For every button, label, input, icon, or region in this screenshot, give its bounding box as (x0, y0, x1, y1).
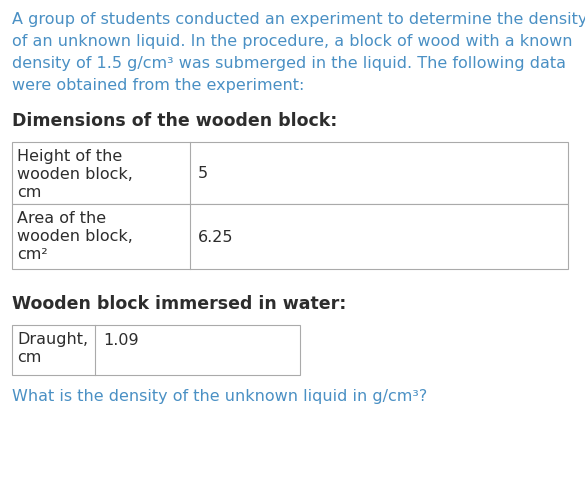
Text: Area of the: Area of the (17, 211, 106, 226)
Text: Dimensions of the wooden block:: Dimensions of the wooden block: (12, 112, 338, 130)
Bar (12, 325, 300, 375)
Text: density of 1.5 g/cm³ was submerged in the liquid. The following data: density of 1.5 g/cm³ was submerged in th… (12, 56, 566, 71)
Text: of an unknown liquid. In the procedure, a block of wood with a known: of an unknown liquid. In the procedure, … (12, 34, 573, 49)
Text: cm: cm (17, 185, 42, 200)
Text: wooden block,: wooden block, (17, 229, 133, 244)
Text: 1.09: 1.09 (103, 333, 139, 348)
Text: 6.25: 6.25 (198, 230, 233, 245)
Text: cm: cm (17, 350, 42, 365)
Text: Wooden block immersed in water:: Wooden block immersed in water: (12, 295, 346, 313)
Text: 5: 5 (198, 166, 208, 181)
Bar (12, 142, 568, 204)
Text: Draught,: Draught, (17, 332, 88, 347)
Text: Height of the: Height of the (17, 149, 122, 164)
Bar (12, 204, 568, 269)
Text: wooden block,: wooden block, (17, 167, 133, 182)
Text: cm²: cm² (17, 247, 47, 262)
Text: A group of students conducted an experiment to determine the density: A group of students conducted an experim… (12, 12, 585, 27)
Text: were obtained from the experiment:: were obtained from the experiment: (12, 78, 304, 93)
Text: What is the density of the unknown liquid in g/cm³?: What is the density of the unknown liqui… (12, 389, 427, 404)
